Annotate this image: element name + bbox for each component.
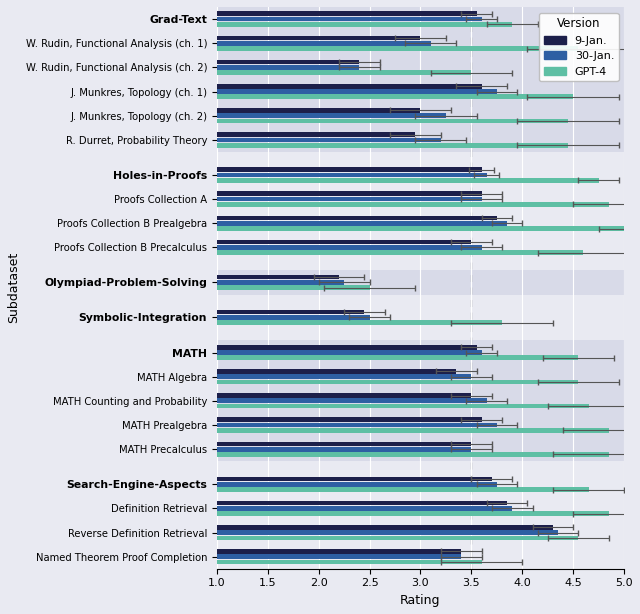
- Bar: [217, 84, 482, 88]
- Bar: [217, 60, 359, 64]
- Bar: [217, 418, 482, 422]
- Bar: [217, 506, 512, 511]
- Bar: [217, 119, 568, 123]
- Bar: [217, 216, 497, 220]
- Bar: [217, 114, 446, 118]
- Bar: [217, 17, 482, 21]
- Bar: [217, 356, 579, 360]
- Bar: [217, 108, 420, 113]
- Bar: [217, 315, 369, 320]
- Bar: [217, 447, 472, 451]
- Bar: [217, 245, 482, 250]
- X-axis label: Rating: Rating: [400, 594, 441, 607]
- Bar: [217, 143, 568, 147]
- Bar: [217, 22, 512, 26]
- Bar: [217, 163, 624, 260]
- Bar: [217, 379, 579, 384]
- Bar: [217, 239, 472, 244]
- Bar: [217, 375, 472, 379]
- Bar: [217, 321, 502, 325]
- Bar: [217, 340, 624, 461]
- Bar: [217, 178, 599, 182]
- Bar: [217, 393, 472, 398]
- Bar: [217, 560, 482, 564]
- Bar: [217, 487, 589, 492]
- Bar: [217, 511, 609, 516]
- Bar: [217, 196, 482, 201]
- Bar: [217, 549, 461, 554]
- Bar: [217, 7, 624, 152]
- Bar: [217, 280, 344, 285]
- Bar: [217, 476, 492, 481]
- Bar: [217, 398, 486, 403]
- Bar: [217, 452, 609, 457]
- Bar: [217, 251, 584, 255]
- Bar: [217, 132, 415, 137]
- Bar: [217, 46, 579, 51]
- Bar: [217, 369, 456, 374]
- Bar: [217, 138, 441, 142]
- Bar: [217, 275, 339, 279]
- Bar: [217, 310, 364, 314]
- Bar: [217, 95, 573, 99]
- Bar: [217, 192, 482, 196]
- Bar: [217, 286, 369, 290]
- Legend: 9-Jan., 30-Jan., GPT-4: 9-Jan., 30-Jan., GPT-4: [539, 12, 619, 81]
- Bar: [217, 41, 431, 45]
- Bar: [217, 500, 507, 505]
- Bar: [217, 12, 477, 16]
- Bar: [217, 305, 624, 330]
- Bar: [217, 202, 609, 207]
- Bar: [217, 441, 472, 446]
- Bar: [217, 482, 497, 486]
- Bar: [217, 525, 553, 529]
- Bar: [217, 472, 624, 569]
- Bar: [217, 173, 486, 177]
- Bar: [217, 89, 497, 94]
- Bar: [217, 428, 609, 433]
- Bar: [217, 226, 624, 231]
- Bar: [217, 36, 420, 40]
- Bar: [217, 535, 579, 540]
- Bar: [217, 404, 589, 408]
- Bar: [217, 422, 497, 427]
- Bar: [217, 554, 461, 559]
- Y-axis label: Subdataset: Subdataset: [7, 252, 20, 324]
- Bar: [217, 221, 507, 225]
- Bar: [217, 270, 624, 295]
- Bar: [217, 530, 558, 535]
- Bar: [217, 345, 477, 349]
- Bar: [217, 65, 359, 70]
- Bar: [217, 167, 482, 172]
- Bar: [217, 350, 482, 355]
- Bar: [217, 71, 472, 75]
